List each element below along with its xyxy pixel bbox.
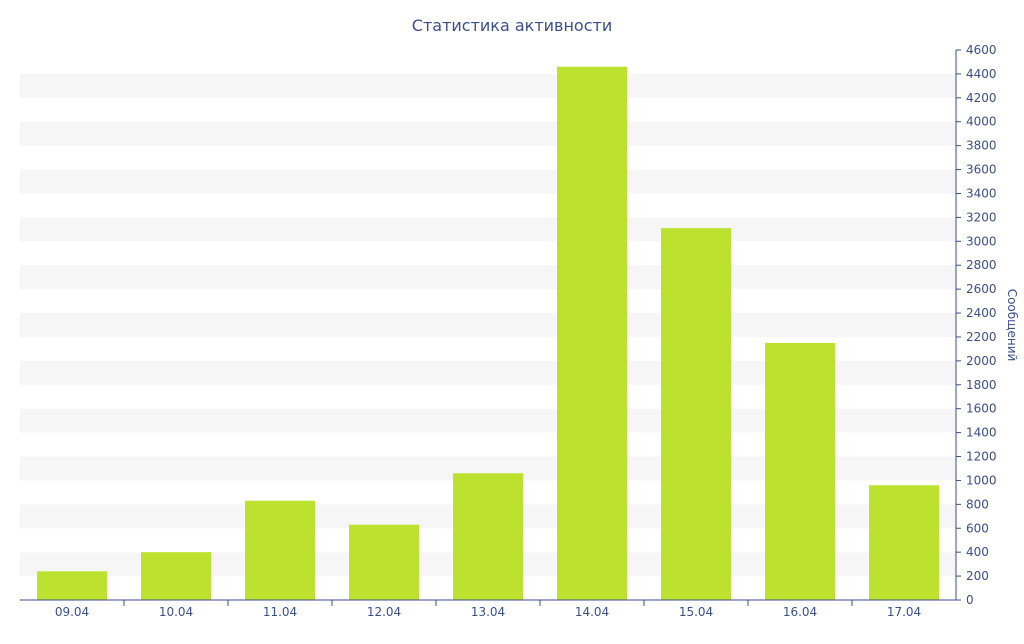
y-tick-label: 1000 <box>966 473 997 487</box>
y-tick-label: 2000 <box>966 354 997 368</box>
bar-14.04 <box>557 66 627 600</box>
x-tick-label: 10.04 <box>159 605 193 619</box>
grid-band <box>20 169 956 194</box>
x-tick-label: 09.04 <box>55 605 89 619</box>
bars <box>37 66 939 601</box>
y-tick-label: 3600 <box>966 163 997 177</box>
x-tick-label: 15.04 <box>679 605 713 619</box>
y-tick-label: 2800 <box>966 258 997 272</box>
x-tick-label: 16.04 <box>783 605 817 619</box>
y-tick-label: 1400 <box>966 426 997 440</box>
y-tick-label: 4000 <box>966 115 997 129</box>
axes <box>20 50 957 601</box>
x-tick-label: 12.04 <box>367 605 401 619</box>
y-axis-title: Сообщений <box>1005 289 1019 362</box>
y-tick-label: 4600 <box>966 43 997 57</box>
y-tick-label: 1200 <box>966 450 997 464</box>
bar-09.04 <box>37 571 107 600</box>
grid-band <box>20 217 956 242</box>
y-tick-label: 3000 <box>966 234 997 248</box>
bar-16.04 <box>765 342 835 600</box>
y-tick-label: 3200 <box>966 210 997 224</box>
y-tick-label: 0 <box>966 593 974 607</box>
y-tick-label: 2600 <box>966 282 997 296</box>
grid-band <box>20 121 956 146</box>
x-tick-label: 17.04 <box>887 605 921 619</box>
y-tick-label: 600 <box>966 521 989 535</box>
y-tick-label: 4400 <box>966 67 997 81</box>
y-tick-label: 2400 <box>966 306 997 320</box>
y-tick-label: 200 <box>966 569 989 583</box>
y-tick-label: 4200 <box>966 91 997 105</box>
grid-bands <box>20 73 956 577</box>
bar-13.04 <box>453 473 523 600</box>
y-tick-label: 800 <box>966 497 989 511</box>
grid-band <box>20 73 956 98</box>
y-tick-label: 3400 <box>966 186 997 200</box>
y-tick-labels: 0 200 400 600 800 1000 1200 1400 1600 1800 2000 220… <box>956 43 997 607</box>
y-tick-label: 2200 <box>966 330 997 344</box>
x-tick-label: 14.04 <box>575 605 609 619</box>
grid-band <box>20 313 956 337</box>
bar-17.04 <box>869 485 939 600</box>
y-tick-label: 1800 <box>966 378 997 392</box>
x-tick-labels: 09.04 10.04 11.04 12.04 13.04 14.04 15.04 16.04… <box>55 600 921 619</box>
chart-title: Статистика активности <box>412 16 612 35</box>
x-tick-label: 11.04 <box>263 605 297 619</box>
grid-band <box>20 265 956 290</box>
y-tick-label: 3800 <box>966 139 997 153</box>
x-tick-label: 13.04 <box>471 605 505 619</box>
y-tick-label: 400 <box>966 545 989 559</box>
bar-10.04 <box>141 552 211 600</box>
bar-11.04 <box>245 500 315 600</box>
bar-12.04 <box>349 524 419 600</box>
y-tick-label: 1600 <box>966 402 997 416</box>
bar-15.04 <box>661 228 731 601</box>
